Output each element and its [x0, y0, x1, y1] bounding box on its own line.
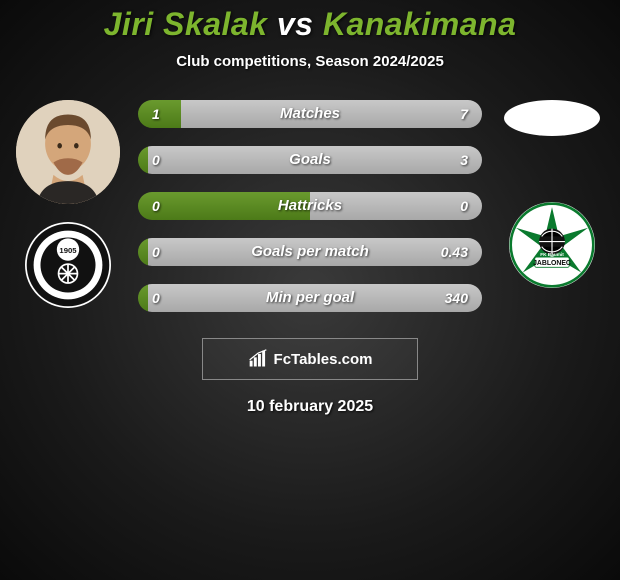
content: Jiri Skalak vs Kanakimana Club competiti… — [0, 0, 620, 580]
stat-value-left: 0 — [152, 146, 160, 174]
left-side: 1905 — [8, 100, 128, 308]
chart-icon — [248, 349, 268, 369]
brand-box[interactable]: FcTables.com — [202, 338, 418, 380]
page-title: Jiri Skalak vs Kanakimana — [0, 6, 620, 43]
person-icon — [16, 100, 120, 204]
stat-value-left: 0 — [152, 238, 160, 266]
brand-text: FcTables.com — [274, 351, 373, 368]
stat-segment-left — [138, 238, 148, 266]
player2-name: Kanakimana — [323, 6, 517, 42]
stat-value-right: 0 — [460, 192, 468, 220]
date-text: 10 february 2025 — [0, 398, 620, 416]
stat-segment-left — [138, 146, 148, 174]
stat-bar: Hattricks 0 0 — [138, 192, 482, 220]
stat-value-left: 0 — [152, 192, 160, 220]
stat-label: Goals — [289, 151, 331, 168]
player2-avatar-placeholder — [504, 100, 600, 136]
stat-bar: Min per goal 0 340 — [138, 284, 482, 312]
stat-label: Matches — [280, 105, 340, 122]
jablonec-badge-icon: JABLONEC FK Baumit — [509, 202, 595, 288]
svg-text:1905: 1905 — [59, 246, 77, 255]
stat-value-right: 0.43 — [441, 238, 468, 266]
stat-bar: Goals per match 0 0.43 — [138, 238, 482, 266]
stat-value-right: 7 — [460, 100, 468, 128]
player1-club-badge: 1905 — [25, 222, 111, 308]
stats-column: Matches17Goals03Hattricks00Goals per mat… — [128, 100, 492, 312]
player1-name: Jiri Skalak — [104, 6, 268, 42]
vs-text: vs — [267, 6, 322, 42]
stat-label: Hattricks — [278, 197, 342, 214]
subtitle: Club competitions, Season 2024/2025 — [0, 53, 620, 70]
stat-value-right: 340 — [445, 284, 468, 312]
stat-value-left: 0 — [152, 284, 160, 312]
stat-bar: Matches 1 7 — [138, 100, 482, 128]
stat-bar: Goals 0 3 — [138, 146, 482, 174]
stat-value-left: 1 — [152, 100, 160, 128]
stat-value-right: 3 — [460, 146, 468, 174]
dynamo-badge-icon: 1905 — [25, 222, 111, 308]
svg-text:FK Baumit: FK Baumit — [540, 252, 564, 258]
player2-club-badge: JABLONEC FK Baumit — [509, 202, 595, 288]
stat-label: Min per goal — [266, 289, 354, 306]
stat-segment-left — [138, 284, 148, 312]
player1-avatar — [16, 100, 120, 204]
svg-text:JABLONEC: JABLONEC — [533, 260, 571, 267]
stat-label: Goals per match — [251, 243, 369, 260]
main-row: 1905 Matches17Goals03Hattricks00Goals pe… — [0, 100, 620, 312]
right-side: JABLONEC FK Baumit — [492, 100, 612, 288]
